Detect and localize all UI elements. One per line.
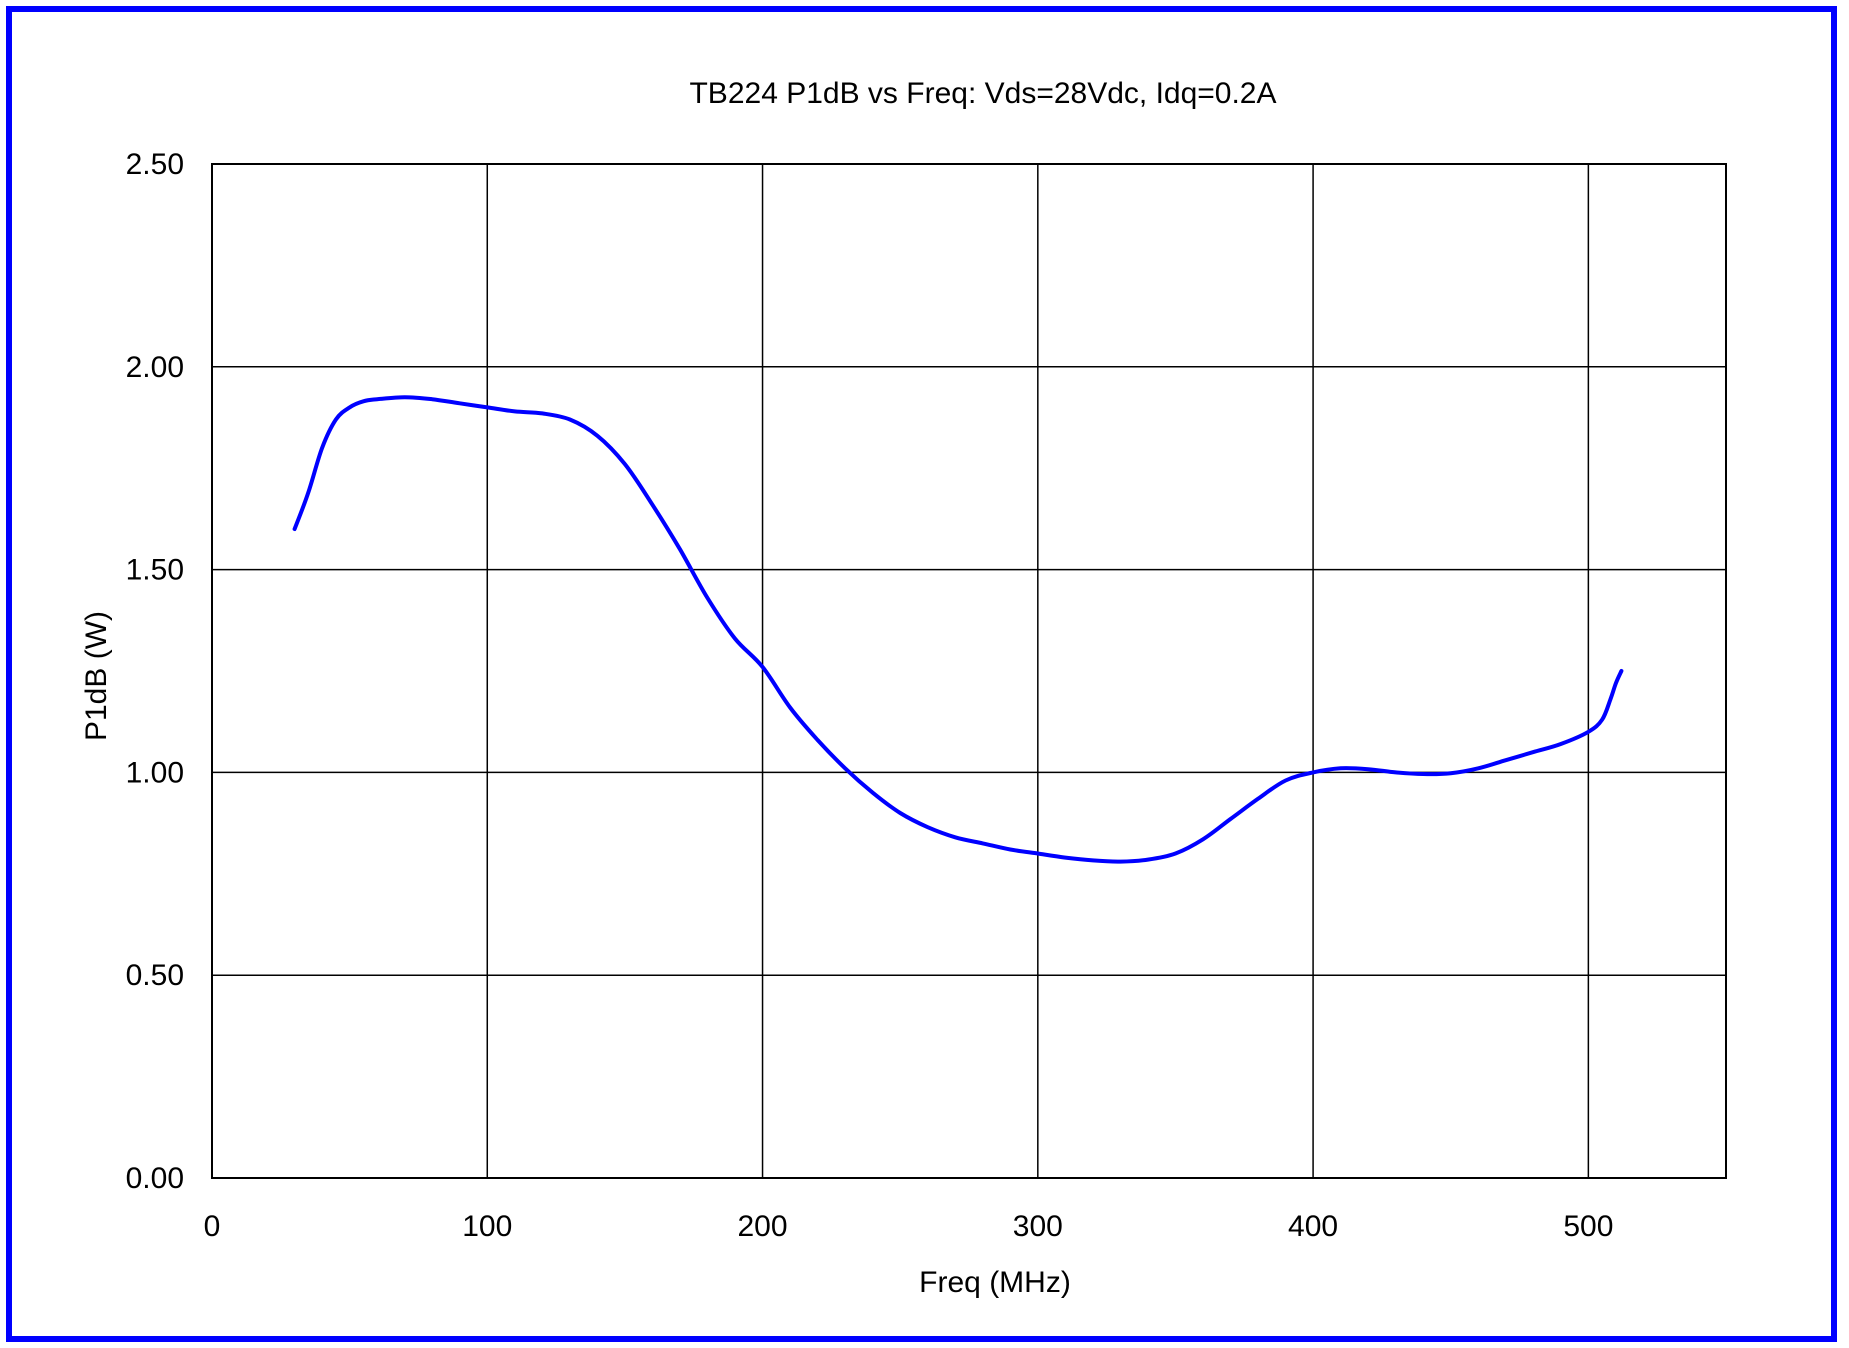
plot-area: [211, 163, 1727, 1179]
chart-frame: [6, 6, 1837, 1342]
x-tick-label: 400: [1288, 1210, 1338, 1243]
y-tick-label: 0.50: [126, 959, 184, 992]
x-tick-label: 100: [462, 1210, 512, 1243]
chart-title: TB224 P1dB vs Freq: Vds=28Vdc, Idq=0.2A: [689, 77, 1276, 110]
y-axis-label: P1dB (W): [80, 611, 113, 741]
y-tick-label: 1.50: [126, 554, 184, 587]
series-layer: [292, 395, 1624, 864]
y-tick-label: 0.00: [126, 1162, 184, 1195]
x-axis-ticks: 0 100 200 300 400 500: [204, 1210, 1614, 1243]
x-tick-label: 200: [738, 1210, 788, 1243]
y-axis-ticks: 0.00 0.50 1.00 1.50 2.00 2.50: [126, 148, 184, 1195]
y-tick-label: 2.00: [126, 351, 184, 384]
x-tick-label: 0: [204, 1210, 221, 1243]
series-line-0: [292, 395, 1624, 864]
x-tick-label: 500: [1563, 1210, 1613, 1243]
grid-lines: [211, 163, 1726, 1179]
x-axis-label: Freq (MHz): [919, 1266, 1071, 1299]
x-tick-label: 300: [1013, 1210, 1063, 1243]
y-tick-label: 1.00: [126, 756, 184, 789]
y-tick-label: 2.50: [126, 148, 184, 181]
